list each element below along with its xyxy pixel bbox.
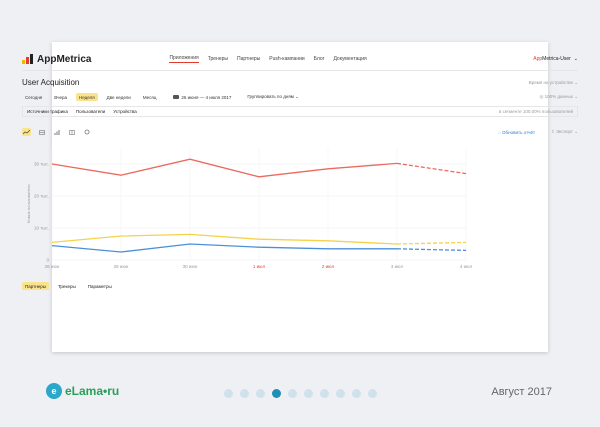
page-title: User Acquisition xyxy=(22,78,80,87)
filter-devices[interactable]: Устройства xyxy=(113,109,137,114)
y-tick-label: 20 тыс. xyxy=(34,194,49,199)
pagination-dot[interactable] xyxy=(304,389,313,398)
slide-date: Август 2017 xyxy=(491,386,552,398)
elama-logo: e eLama•ru xyxy=(46,383,119,399)
y-tick-label: 10 тыс. xyxy=(34,226,49,231)
filter-traffic-sources[interactable]: Источники трафика xyxy=(27,109,68,114)
nav-trackers[interactable]: Тренеры xyxy=(207,56,228,62)
period-yesterday[interactable]: Вчера xyxy=(54,94,67,100)
pagination-dot[interactable] xyxy=(352,389,361,398)
series-line xyxy=(51,243,397,253)
tab-parameters[interactable]: Параметры xyxy=(87,283,112,289)
date-range-picker[interactable]: 26 июня — 4 июля 2017 xyxy=(173,95,231,100)
nav-apps[interactable]: Приложения xyxy=(169,55,199,63)
slide-pagination xyxy=(224,389,377,398)
line-chart: 30 тыс. 20 тыс. 10 тыс. 026 июн 28 июн 30 июн… xyxy=(26,148,473,269)
segment-sample-note: в сегменте 100.00% пользователей xyxy=(499,109,573,114)
period-today[interactable]: Сегодня xyxy=(25,94,43,100)
x-tick-label: 3 июл xyxy=(391,264,404,269)
user-menu[interactable]: AppMetrica-User ⌄ xyxy=(533,56,578,62)
report-title-row: User Acquisition Время на устройстве ⌄ xyxy=(22,78,578,87)
pagination-dot[interactable] xyxy=(368,389,377,398)
data-percent-select[interactable]: ◎ 100% данных ⌄ xyxy=(539,94,578,99)
nav-blog[interactable]: Блог xyxy=(313,56,325,62)
series-line xyxy=(51,158,398,178)
main-nav: Приложения Тренеры Партнеры Push-кампани… xyxy=(169,52,367,66)
nav-docs[interactable]: Документация xyxy=(333,56,367,62)
date-range-label: 26 июня — 4 июля 2017 xyxy=(181,94,232,100)
nav-push[interactable]: Push-кампании xyxy=(269,56,305,62)
calendar-icon xyxy=(173,95,180,99)
slide-card xyxy=(52,42,548,352)
pagination-dot[interactable] xyxy=(336,389,345,398)
y-axis-label: Новые пользователи xyxy=(26,185,31,224)
appmetrica-logo-icon xyxy=(22,54,33,64)
dimension-tabs: Партнеры Трекеры Параметры xyxy=(22,282,115,290)
table-icon[interactable] xyxy=(37,128,46,136)
period-week[interactable]: Неделя xyxy=(75,93,98,101)
chart-toolbar: ◌ Обновить отчёт ⇪ Экспорт ⌄ xyxy=(22,128,578,136)
x-tick-label: 28 июн xyxy=(114,264,129,269)
tab-partners[interactable]: Партнеры xyxy=(22,282,49,290)
pagination-dot[interactable] xyxy=(288,389,297,398)
header-divider xyxy=(22,70,578,71)
user-name-rest: Metrica-User xyxy=(542,56,571,62)
series-forecast-line xyxy=(396,248,467,252)
settings-icon[interactable] xyxy=(82,128,91,136)
pagination-dot[interactable] xyxy=(272,389,281,398)
user-name-first: App xyxy=(533,56,543,62)
x-tick-label: 4 июл xyxy=(460,264,473,269)
pagination-dot[interactable] xyxy=(240,389,249,398)
tab-trackers[interactable]: Трекеры xyxy=(57,283,76,289)
filter-users[interactable]: Пользователи xyxy=(75,109,106,114)
series-forecast-line xyxy=(396,162,467,175)
time-select[interactable]: Время на устройстве ⌄ xyxy=(528,79,578,85)
group-by-select[interactable]: Группировать по дням ⌄ xyxy=(247,94,299,99)
chevron-down-icon: ⌄ xyxy=(573,56,578,62)
period-month[interactable]: Месяц xyxy=(142,94,157,100)
y-tick-label: 30 тыс. xyxy=(34,162,49,167)
period-selector: Сегодня Вчера Неделя Две недели Месяц 26… xyxy=(22,93,578,101)
x-tick-label: 2 июл xyxy=(322,264,335,269)
period-two-weeks[interactable]: Две недели xyxy=(106,94,131,100)
series-line xyxy=(51,233,398,245)
line-chart-icon[interactable] xyxy=(22,128,31,136)
nav-partners[interactable]: Партнеры xyxy=(236,56,261,62)
elama-logo-text: eLama•ru xyxy=(65,384,120,398)
export-button[interactable]: ⇪ Экспорт ⌄ xyxy=(551,129,578,134)
pagination-dot[interactable] xyxy=(256,389,265,398)
pagination-dot[interactable] xyxy=(224,389,233,398)
series-forecast-line xyxy=(396,241,467,245)
brand-name: AppMetrica xyxy=(37,53,92,65)
elama-badge-icon: e xyxy=(46,383,62,399)
y-tick-label: 0 xyxy=(46,258,49,263)
bar-chart-icon[interactable] xyxy=(52,128,61,136)
pagination-dot[interactable] xyxy=(320,389,329,398)
x-tick-label: 26 июн xyxy=(45,264,60,269)
refresh-report-button[interactable]: ◌ Обновить отчёт xyxy=(498,129,536,135)
x-tick-label: 30 июн xyxy=(183,264,198,269)
app-header: AppMetrica Приложения Тренеры Партнеры P… xyxy=(22,52,578,66)
x-tick-label: 1 июл xyxy=(253,264,266,269)
grid-icon[interactable] xyxy=(67,128,76,136)
segment-filter-bar: Источники трафика Пользователи Устройств… xyxy=(22,106,578,117)
